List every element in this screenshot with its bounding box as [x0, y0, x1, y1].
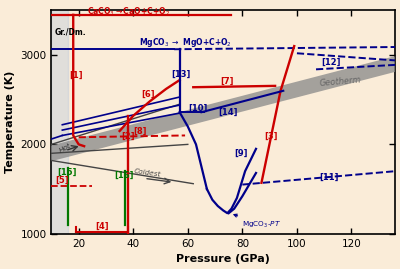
Text: [9]: [9]: [234, 149, 248, 158]
Text: [2]: [2]: [121, 132, 134, 141]
Text: [12]: [12]: [322, 58, 341, 67]
Text: [15]: [15]: [57, 168, 76, 177]
Y-axis label: Temperature (K): Temperature (K): [5, 71, 15, 173]
Text: MgCO$_3$-$PT$: MgCO$_3$-$PT$: [234, 214, 281, 230]
Bar: [52, 10, 68, 234]
Text: CaCO$_3$$\rightarrow$CaO+C+O$_2$: CaCO$_3$$\rightarrow$CaO+C+O$_2$: [87, 5, 170, 18]
Text: Geotherm: Geotherm: [319, 76, 361, 88]
Text: [14]: [14]: [218, 108, 237, 117]
Text: [16]: [16]: [114, 171, 134, 180]
Text: [13]: [13]: [172, 69, 191, 79]
Text: Hot: Hot: [58, 142, 72, 154]
Text: Coldest: Coldest: [133, 168, 161, 178]
Text: [11]: [11]: [319, 173, 338, 182]
Text: [3]: [3]: [264, 132, 278, 141]
Text: [7]: [7]: [220, 77, 234, 86]
X-axis label: Pressure (GPa): Pressure (GPa): [176, 254, 270, 264]
Text: [8]: [8]: [133, 127, 147, 136]
Text: MgCO$_3$ $\rightarrow$ MgO+C+O$_2$: MgCO$_3$ $\rightarrow$ MgO+C+O$_2$: [139, 36, 232, 49]
Text: [1]: [1]: [69, 70, 83, 79]
Text: Gr./Dm.: Gr./Dm.: [55, 27, 86, 37]
Text: [10]: [10]: [188, 104, 207, 112]
Text: [5]: [5]: [56, 176, 69, 185]
Text: [4]: [4]: [95, 221, 109, 230]
Text: [6]: [6]: [142, 90, 155, 99]
